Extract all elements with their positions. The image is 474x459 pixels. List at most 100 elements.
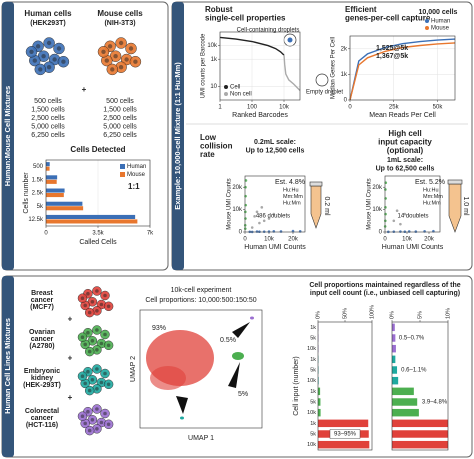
umap-subtitle: Cell proportions: 10,000:500:150:50 <box>145 297 256 304</box>
tube-cap <box>447 179 463 185</box>
cell-line-label: Ovarian <box>29 329 55 336</box>
x-tick-label: 25k <box>389 105 400 111</box>
nucleus <box>90 418 95 422</box>
nucleus <box>87 388 92 393</box>
umap-label: 93% <box>152 325 166 332</box>
point <box>384 212 387 216</box>
plot-frame <box>391 321 449 451</box>
nucleus <box>99 380 104 385</box>
side-label: Human Cell Lines Mixtures <box>3 318 12 414</box>
x-axis-label: Human UMI Counts <box>244 244 306 251</box>
annotation: 0.6–1.1% <box>401 368 427 374</box>
y-tick-label: 20k <box>232 185 243 191</box>
point <box>392 219 396 223</box>
nucleus <box>95 367 99 371</box>
point <box>262 219 266 223</box>
point <box>255 230 259 233</box>
x-tick-label: 0 <box>348 105 352 111</box>
nucleus <box>90 378 95 382</box>
nucleus <box>38 67 43 72</box>
bar <box>46 219 138 224</box>
nucleus <box>80 296 85 301</box>
nucleus <box>95 328 99 332</box>
chart-subtitle: 10,000 cells <box>419 9 458 16</box>
legend-label: Mm:Mm <box>423 194 443 200</box>
nucleus <box>99 302 104 307</box>
legend-swatch <box>224 92 228 96</box>
nucleus <box>107 44 113 49</box>
y-tick-label: 10k <box>307 346 316 352</box>
plot-frame <box>349 35 456 101</box>
point <box>414 230 418 233</box>
annotation: Cell-containing droplets <box>237 28 300 34</box>
nucleus <box>118 40 124 46</box>
nucleus <box>83 342 87 347</box>
cell-line-label: cancer <box>31 297 54 304</box>
nucleus <box>46 40 52 46</box>
plus: + <box>68 354 73 363</box>
bar <box>318 440 370 449</box>
chart-title: Low <box>200 133 217 142</box>
side-bar <box>2 276 14 457</box>
line-series <box>283 55 301 91</box>
nucleus <box>87 310 92 315</box>
y-tick-label: 5k <box>310 399 316 405</box>
cell-line-label: (HCT-116) <box>26 422 58 429</box>
point <box>260 206 264 209</box>
y-tick-label: 1.5k <box>32 177 44 183</box>
legend-swatch <box>120 164 125 169</box>
plus: + <box>68 393 73 402</box>
x-tick-label: 7k <box>147 231 154 237</box>
cell-type-line: (HEK293T) <box>30 20 65 27</box>
y-tick-label: 2.5k <box>32 191 44 197</box>
y-tick-label: 5k <box>310 367 316 373</box>
nucleus <box>83 421 87 426</box>
nucleus <box>86 291 90 296</box>
x-tick-label: 10k <box>279 105 290 111</box>
line-series <box>219 36 285 56</box>
bar <box>46 175 58 180</box>
nucleus <box>110 67 115 72</box>
chart-title: Robust <box>205 5 233 14</box>
legend-label: Mouse <box>127 172 146 178</box>
nucleus <box>95 348 99 352</box>
umap-title: 10k-cell experiment <box>171 287 232 294</box>
y-tick-label: 1k <box>310 389 316 395</box>
point <box>244 179 248 182</box>
x-tick-label: 100% <box>369 305 375 319</box>
annotation: Est. 5.2% <box>415 179 445 186</box>
y-tick-label: 0 <box>379 230 383 236</box>
annotation: 0.5–0.7% <box>399 336 425 342</box>
point <box>255 210 259 214</box>
point <box>244 194 247 198</box>
section-title: input cell count (i.e., unbiased cell ca… <box>310 290 460 297</box>
chart-subtitle: 1mL scale: <box>387 157 423 164</box>
bar <box>392 344 396 353</box>
x-axis-label: Called Cells <box>79 239 117 246</box>
legend-label: Non cell <box>230 92 252 98</box>
chart-title: single-cell properties <box>205 14 286 23</box>
droplet-icon <box>315 73 329 87</box>
nucleus <box>101 49 106 54</box>
x-tick-label: 100 <box>247 105 258 111</box>
plot-frame <box>384 175 441 233</box>
bar <box>392 334 396 342</box>
bar <box>46 166 50 171</box>
y-tick-label: 5k <box>310 335 316 341</box>
y-axis-label: Mouse UMI Counts <box>227 178 233 229</box>
umap-ylabel: UMAP 2 <box>130 356 137 382</box>
nucleus <box>118 65 124 70</box>
side-label: Human:Mouse Cell Mixtures <box>3 86 12 186</box>
bar <box>46 206 84 211</box>
y-tick-label: 20k <box>372 185 383 191</box>
point <box>407 230 411 233</box>
x-tick-label: 50k <box>433 105 444 111</box>
nucleus <box>128 46 134 51</box>
point <box>253 215 256 218</box>
umap-xlabel: UMAP 1 <box>188 435 214 442</box>
y-axis-label: Median Genes Per Cell <box>331 37 337 99</box>
side-label: Example: 10,000-cell Mixture (1:1 Hu:Mm) <box>173 62 182 210</box>
label-box <box>329 429 361 439</box>
nucleus <box>32 58 37 63</box>
y-tick-label: 10 <box>210 84 217 90</box>
